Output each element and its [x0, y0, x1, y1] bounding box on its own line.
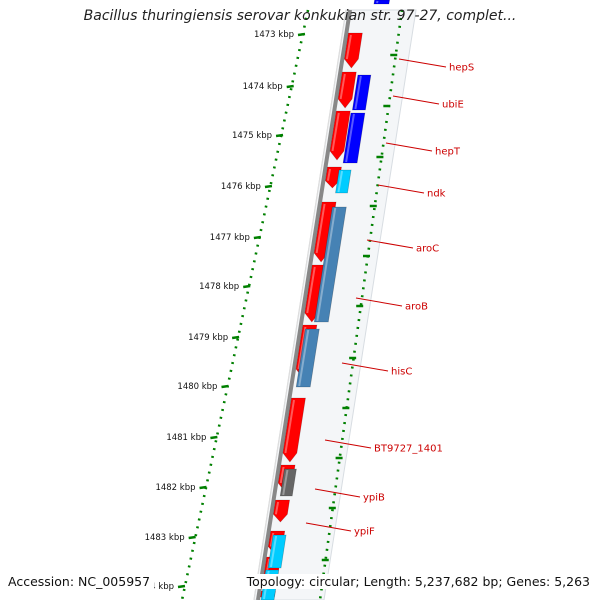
ruler-tick-label: 84 kbp [145, 582, 174, 592]
cds-arrow-highlight [284, 399, 295, 454]
cds-arrow-highlight [315, 203, 326, 254]
gene-block-hepS-highlight [375, 0, 379, 4]
cds-arrow-highlight [331, 112, 340, 152]
gene-label-ypiF[interactable]: ypiF [354, 527, 375, 538]
backbone-line [256, 9, 352, 600]
gene-label-leader [314, 488, 361, 498]
accession-text: Accession: NC_005957 [8, 574, 155, 589]
gene-block-aroC-aroB [313, 206, 347, 323]
ruler-tick [243, 284, 251, 289]
cds-arrow-highlight [345, 34, 352, 60]
gene-block-ubiE-highlight [354, 75, 362, 110]
cds-arrow-highlight [269, 532, 275, 547]
ruler-tick-label: 1473 kbp [254, 30, 294, 40]
gene-block-ndk [335, 169, 352, 194]
gene-label-aroB[interactable]: aroB [405, 302, 428, 313]
gene-block-hisC [295, 328, 320, 388]
ruler-tick [264, 184, 273, 189]
gene-label-ypiB[interactable]: ypiB [363, 493, 385, 504]
gene-label-leader [341, 362, 389, 372]
ruler-tick [231, 335, 240, 340]
gene-label-leader [392, 95, 440, 105]
gene-label-leader [355, 297, 403, 307]
ruler-tick-label: 1481 kbp [166, 433, 206, 443]
ruler-tick [221, 384, 229, 389]
ruler-tick [177, 584, 186, 589]
cds-arrow [344, 32, 363, 69]
gene-label-leader [305, 522, 352, 532]
cds-arrow [282, 397, 306, 463]
ruler-tick-label: 1474 kbp [243, 82, 283, 92]
ruler-tick-label: 1478 kbp [199, 282, 239, 292]
cds-arrow-highlight [306, 266, 316, 314]
ruler-tick [210, 435, 218, 440]
gene-block-hepT-highlight [345, 113, 355, 163]
cds-arrow-highlight [279, 466, 285, 484]
gene-label-BT9727_1401[interactable]: BT9727_1401 [374, 444, 443, 455]
gene-label-leader [324, 439, 372, 449]
gene-block-hepS [373, 0, 390, 5]
ruler-tick [199, 485, 207, 490]
ruler-tick-label: 1475 kbp [232, 131, 272, 141]
gene-block-ypiF [267, 534, 287, 569]
ruler-tick [286, 84, 294, 89]
genome-summary-text: Topology: circular; Length: 5,237,682 bp… [242, 574, 590, 589]
backbone-inner-edge [253, 9, 347, 600]
gene-label-ndk[interactable]: ndk [427, 189, 446, 200]
gene-features [260, 0, 390, 600]
gene-label-hepT[interactable]: hepT [435, 147, 461, 158]
gene-block-ypiB [279, 468, 297, 497]
cds-arrow [337, 71, 357, 109]
ruler-tick [297, 32, 306, 37]
ruler-tick-label: 1480 kbp [177, 382, 217, 392]
gene-label-leader [398, 58, 447, 68]
gene-block-hepT [342, 112, 366, 164]
gene-label-hisC[interactable]: hisC [391, 367, 412, 378]
cds-arrow-highlight [339, 73, 346, 100]
kbp-ruler: 1473 kbp 1474 kbp 1475 kbp 1476 kbp 1477 kbp… [145, 9, 310, 600]
ruler-tick-label: 1483 kbp [145, 533, 185, 543]
genome-title: Bacillus thuringiensis serovar konkukian… [83, 8, 517, 24]
ruler-tick-label: 1482 kbp [155, 483, 195, 493]
cds-arrow-highlight [326, 168, 332, 181]
gene-block-hisC-highlight [298, 329, 310, 387]
cds-arrow [325, 166, 342, 189]
ruler-tick [275, 133, 284, 138]
gene-block-ypiF-highlight [270, 535, 278, 568]
gene-label-leader [377, 184, 425, 194]
gene-block-ubiE [352, 74, 372, 111]
gene-label-leader [385, 142, 433, 152]
ruler-tick-label: 1479 kbp [188, 333, 228, 343]
outer-tick-ring [318, 9, 404, 600]
cds-arrow [273, 499, 290, 523]
gene-label-ubiE[interactable]: ubiE [442, 100, 464, 111]
ruler-tick [188, 535, 196, 540]
cds-arrow-highlight [274, 501, 280, 515]
gene-label-leader [366, 239, 414, 249]
cds-arrow [329, 110, 351, 161]
gene-block-ndk-highlight [337, 170, 344, 193]
ruler-tick-label: 1476 kbp [221, 182, 261, 192]
gene-block-ypiB-highlight [282, 469, 289, 496]
gene-block-aroC-aroB-highlight [316, 207, 337, 322]
gene-label-aroC[interactable]: aroC [416, 244, 439, 255]
ruler-tick [253, 235, 262, 240]
ruler-tick-label: 1477 kbp [210, 233, 250, 243]
cds-arrow-highlight [297, 326, 307, 370]
gene-labels: hepS ubiE hepT ndk aroC aroB hisC BT9727_1401yp… [305, 58, 474, 538]
gene-label-hepS[interactable]: hepS [449, 63, 474, 74]
